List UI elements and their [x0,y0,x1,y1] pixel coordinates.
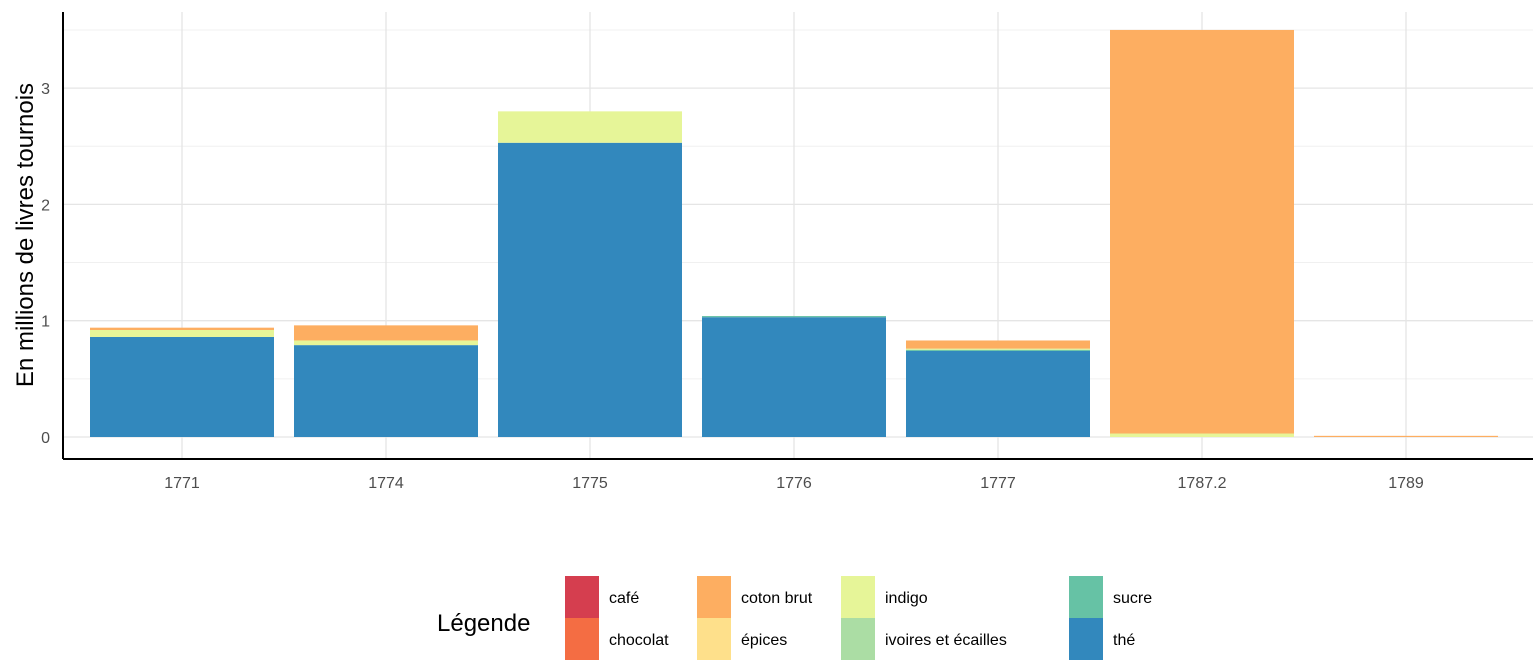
legend-key [697,618,731,660]
legend-key [1069,576,1103,618]
legend-label: coton brut [741,590,813,607]
y-tick-label: 2 [41,197,50,214]
bars-layer [90,29,1498,438]
legend-label: thé [1113,632,1135,649]
ticks-layer: 0 1 2 3 1771 1774 1775 1776 1777 1787.2 1789 [41,81,1424,492]
y-axis-title: En millions de livres tournois [12,83,39,387]
legend-label: café [609,590,639,607]
legend-key [841,576,875,618]
legend-label: indigo [885,590,928,607]
x-tick-label: 1787.2 [1178,475,1227,492]
legend-key [565,576,599,618]
legend-label: sucre [1113,590,1152,607]
bar-segment [906,350,1090,437]
x-tick-label: 1777 [980,475,1016,492]
x-tick-label: 1771 [164,475,200,492]
bar-segment [1110,29,1294,434]
bar-segment [90,336,274,437]
legend-key [565,618,599,660]
x-tick-label: 1789 [1388,475,1424,492]
bar-segment [906,349,1090,351]
legend-key [1069,618,1103,660]
bar-segment [90,327,274,331]
legend-label: ivoires et écailles [885,632,1007,649]
legend-label: chocolat [609,632,669,649]
bar-segment [702,317,886,437]
legend-key [841,618,875,660]
bar-segment [702,316,886,318]
axes-layer [62,12,1533,460]
legend-label: épices [741,632,787,649]
bar-segment [1314,435,1498,437]
bar-segment [90,330,274,337]
bar-segment [498,142,682,438]
bar-segment [906,348,1090,350]
bar-segment [498,111,682,143]
bar-segment [906,340,1090,349]
y-tick-label: 1 [41,314,50,331]
bar-segment [294,340,478,346]
bar-segment [294,345,478,437]
legend: Légende café chocolat coton brut épices indi… [437,576,1152,660]
y-tick-label: 3 [41,81,50,98]
y-tick-label: 0 [41,430,50,447]
bar-segment [1110,433,1294,437]
x-tick-label: 1776 [776,475,812,492]
legend-key [697,576,731,618]
x-tick-label: 1775 [572,475,608,492]
x-tick-label: 1774 [368,475,404,492]
legend-title: Légende [437,610,530,637]
bar-segment [294,325,478,341]
